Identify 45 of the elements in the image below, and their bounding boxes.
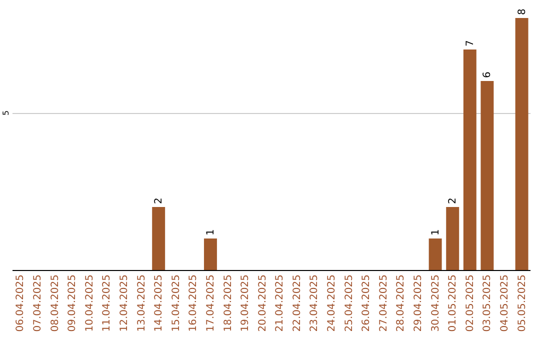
x-tick-label: 28.04.2025 (396, 274, 407, 332)
x-tick-label: 06.04.2025 (15, 274, 26, 332)
data-label: 8 (516, 8, 528, 15)
x-tick-label: 14.04.2025 (154, 274, 165, 332)
x-tick-label: 05.05.2025 (516, 274, 528, 332)
x-tick-label: 22.04.2025 (292, 274, 303, 332)
x-tick-label: 02.05.2025 (464, 274, 476, 332)
bar (463, 50, 476, 270)
x-tick-label: 03.05.2025 (482, 274, 494, 332)
bar (428, 238, 442, 270)
x-tick-label: 23.04.2025 (309, 274, 320, 332)
x-tick-label: 27.04.2025 (378, 274, 390, 332)
x-tick-label: 25.04.2025 (344, 274, 355, 332)
data-label: 1 (205, 229, 216, 236)
bar (204, 238, 217, 270)
x-tick-label: 12.04.2025 (118, 274, 130, 332)
x-tick-label: 17.04.2025 (205, 274, 216, 332)
x-tick-label: 08.04.2025 (50, 274, 61, 332)
x-tick-label: 07.04.2025 (32, 274, 44, 332)
x-tick-label: 26.04.2025 (361, 274, 372, 332)
x-tick-label: 13.04.2025 (136, 274, 148, 332)
bar (515, 18, 528, 270)
x-tick-label: 18.04.2025 (222, 274, 234, 332)
x-tick-label: 15.04.2025 (170, 274, 182, 332)
y-tick-label: 5 (2, 110, 10, 116)
data-label: 2 (154, 198, 165, 204)
x-tick-label: 10.04.2025 (84, 274, 96, 332)
x-tick-label: 04.05.2025 (499, 274, 510, 332)
x-tick-label: 16.04.2025 (188, 274, 200, 332)
x-tick-label: 01.05.2025 (448, 274, 459, 332)
data-label: 7 (464, 40, 476, 46)
data-label: 1 (430, 229, 442, 236)
data-label: 6 (482, 72, 494, 78)
x-tick-label: 09.04.2025 (67, 274, 78, 332)
x-tick-label: 21.04.2025 (274, 274, 286, 332)
bar (152, 207, 166, 270)
bar (480, 81, 494, 270)
x-tick-label: 30.04.2025 (430, 274, 442, 332)
x-tick-label: 24.04.2025 (326, 274, 338, 332)
x-tick-label: 29.04.2025 (413, 274, 424, 332)
x-tick-label: 19.04.2025 (240, 274, 252, 332)
x-tick-label: 20.04.2025 (257, 274, 268, 332)
bar (446, 207, 460, 270)
data-label: 2 (448, 198, 459, 204)
x-tick-label: 11.04.2025 (102, 274, 113, 332)
